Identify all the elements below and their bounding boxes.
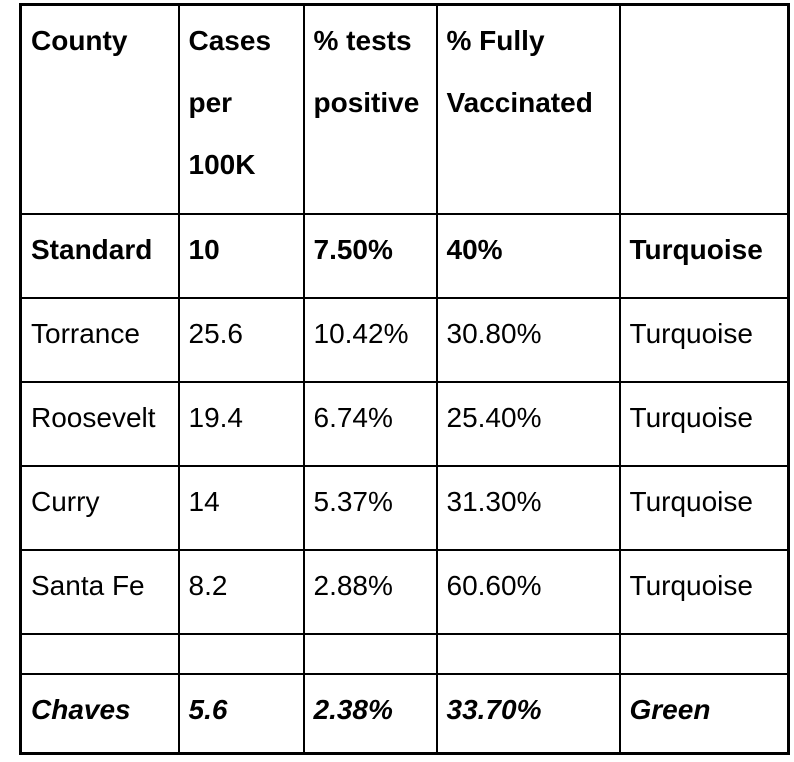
cell-spacer-5 [618, 632, 790, 675]
cell-standard-county: Standard [19, 212, 180, 299]
cell-torrance-vaccinated: 30.80% [435, 296, 621, 383]
table-row-curry: Curry 14 5.37% 31.30% Turquoise [19, 464, 790, 551]
header-cell-color [618, 3, 790, 215]
cell-santa-fe-vaccinated: 60.60% [435, 548, 621, 635]
table-header-row: County Cases per 100K % tests positive %… [19, 3, 790, 215]
county-data-table: County Cases per 100K % tests positive %… [19, 3, 790, 755]
cell-standard-cases: 10 [177, 212, 305, 299]
cell-chaves-vaccinated: 33.70% [435, 672, 621, 755]
cell-curry-county: Curry [19, 464, 180, 551]
cell-roosevelt-positivity: 6.74% [302, 380, 438, 467]
cell-standard-vaccinated: 40% [435, 212, 621, 299]
cell-torrance-positivity: 10.42% [302, 296, 438, 383]
cell-standard-color: Turquoise [618, 212, 790, 299]
cell-torrance-color: Turquoise [618, 296, 790, 383]
cell-curry-color: Turquoise [618, 464, 790, 551]
cell-curry-vaccinated: 31.30% [435, 464, 621, 551]
cell-spacer-2 [177, 632, 305, 675]
cell-curry-positivity: 5.37% [302, 464, 438, 551]
cell-chaves-cases: 5.6 [177, 672, 305, 755]
cell-santa-fe-cases: 8.2 [177, 548, 305, 635]
cell-torrance-cases: 25.6 [177, 296, 305, 383]
cell-roosevelt-cases: 19.4 [177, 380, 305, 467]
cell-torrance-county: Torrance [19, 296, 180, 383]
cell-spacer-3 [302, 632, 438, 675]
table-row-spacer [19, 632, 790, 675]
cell-santa-fe-county: Santa Fe [19, 548, 180, 635]
header-cell-pct-tests-positive: % tests positive [302, 3, 438, 215]
header-cell-pct-fully-vaccinated: % Fully Vaccinated [435, 3, 621, 215]
cell-roosevelt-county: Roosevelt [19, 380, 180, 467]
table-row-roosevelt: Roosevelt 19.4 6.74% 25.40% Turquoise [19, 380, 790, 467]
cell-roosevelt-vaccinated: 25.40% [435, 380, 621, 467]
cell-chaves-county: Chaves [19, 672, 180, 755]
cell-santa-fe-color: Turquoise [618, 548, 790, 635]
header-cell-county: County [19, 3, 180, 215]
cell-spacer-4 [435, 632, 621, 675]
cell-standard-positivity: 7.50% [302, 212, 438, 299]
document-page: County Cases per 100K % tests positive %… [0, 3, 794, 762]
cell-spacer-1 [19, 632, 180, 675]
cell-santa-fe-positivity: 2.88% [302, 548, 438, 635]
header-cell-cases-per-100k: Cases per 100K [177, 3, 305, 215]
cell-chaves-positivity: 2.38% [302, 672, 438, 755]
cell-curry-cases: 14 [177, 464, 305, 551]
table-row-santa-fe: Santa Fe 8.2 2.88% 60.60% Turquoise [19, 548, 790, 635]
table-row-torrance: Torrance 25.6 10.42% 30.80% Turquoise [19, 296, 790, 383]
table-row-chaves: Chaves 5.6 2.38% 33.70% Green [19, 672, 790, 755]
cell-chaves-color: Green [618, 672, 790, 755]
cell-roosevelt-color: Turquoise [618, 380, 790, 467]
table-row-standard: Standard 10 7.50% 40% Turquoise [19, 212, 790, 299]
